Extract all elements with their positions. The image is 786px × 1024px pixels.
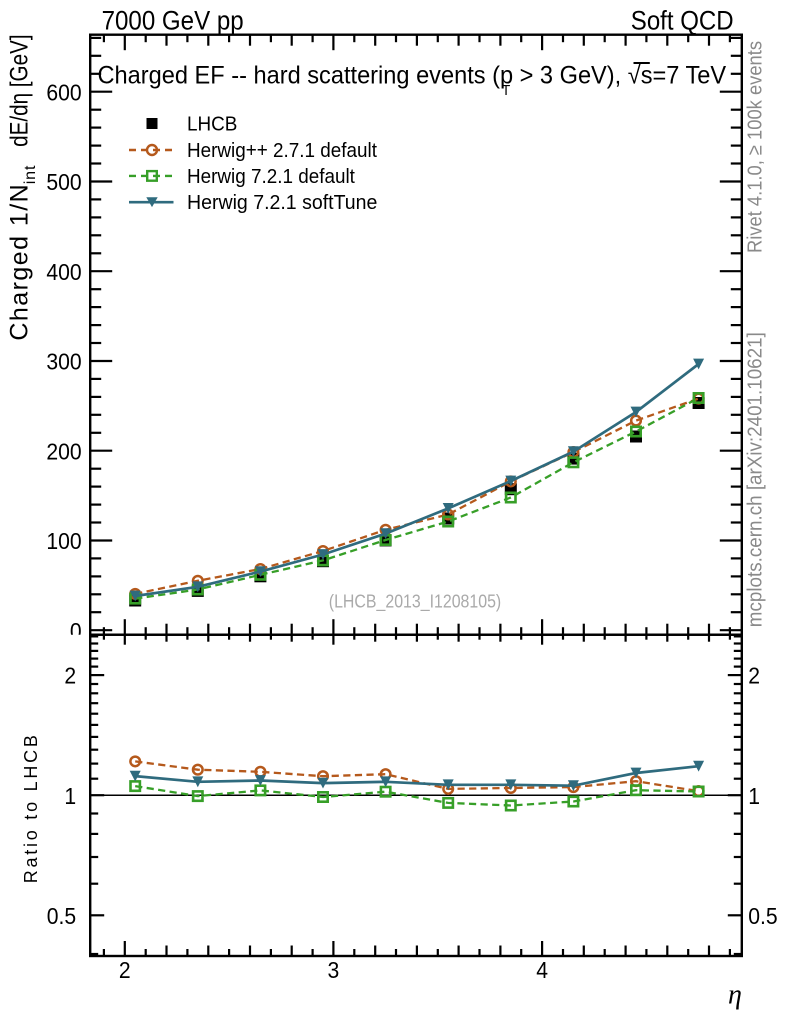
svg-text:int: int: [22, 165, 39, 184]
svg-text:7000 GeV pp: 7000 GeV pp: [102, 6, 244, 35]
svg-text:100: 100: [46, 528, 81, 554]
svg-text:η: η: [728, 980, 742, 1011]
svg-text:3: 3: [328, 957, 340, 983]
svg-text:300: 300: [46, 349, 81, 375]
svg-text:dE/dη [GeV]: dE/dη [GeV]: [6, 34, 34, 147]
svg-text:600: 600: [46, 79, 81, 105]
svg-text:Herwig++ 2.7.1 default: Herwig++ 2.7.1 default: [187, 139, 378, 162]
svg-text:mcplots.cern.ch [arXiv:2401.10: mcplots.cern.ch [arXiv:2401.10621]: [744, 332, 767, 627]
svg-text:0.5: 0.5: [748, 903, 777, 929]
svg-text:200: 200: [46, 438, 81, 464]
svg-text:500: 500: [46, 169, 81, 195]
svg-text:2: 2: [119, 957, 131, 983]
svg-text:(LHCB_2013_I1208105): (LHCB_2013_I1208105): [329, 590, 501, 611]
svg-text:400: 400: [46, 259, 81, 285]
svg-text:2: 2: [64, 663, 76, 689]
svg-text:Ratio to LHCB: Ratio to LHCB: [21, 735, 41, 883]
svg-text:Charged 1/N: Charged 1/N: [6, 184, 34, 340]
svg-text:1: 1: [748, 783, 760, 809]
svg-text:Soft QCD: Soft QCD: [631, 6, 734, 35]
svg-text:0: 0: [70, 618, 82, 644]
svg-text:4: 4: [536, 957, 548, 983]
svg-text:0.5: 0.5: [47, 903, 76, 929]
svg-text:Herwig 7.2.1 softTune: Herwig 7.2.1 softTune: [187, 192, 377, 214]
svg-text:LHCB: LHCB: [187, 113, 237, 136]
svg-text:Rivet 4.1.0, ≥ 100k events: Rivet 4.1.0, ≥ 100k events: [744, 41, 767, 253]
svg-text:1: 1: [64, 783, 76, 809]
svg-text:Herwig 7.2.1 default: Herwig 7.2.1 default: [187, 165, 356, 188]
svg-text:2: 2: [748, 663, 760, 689]
